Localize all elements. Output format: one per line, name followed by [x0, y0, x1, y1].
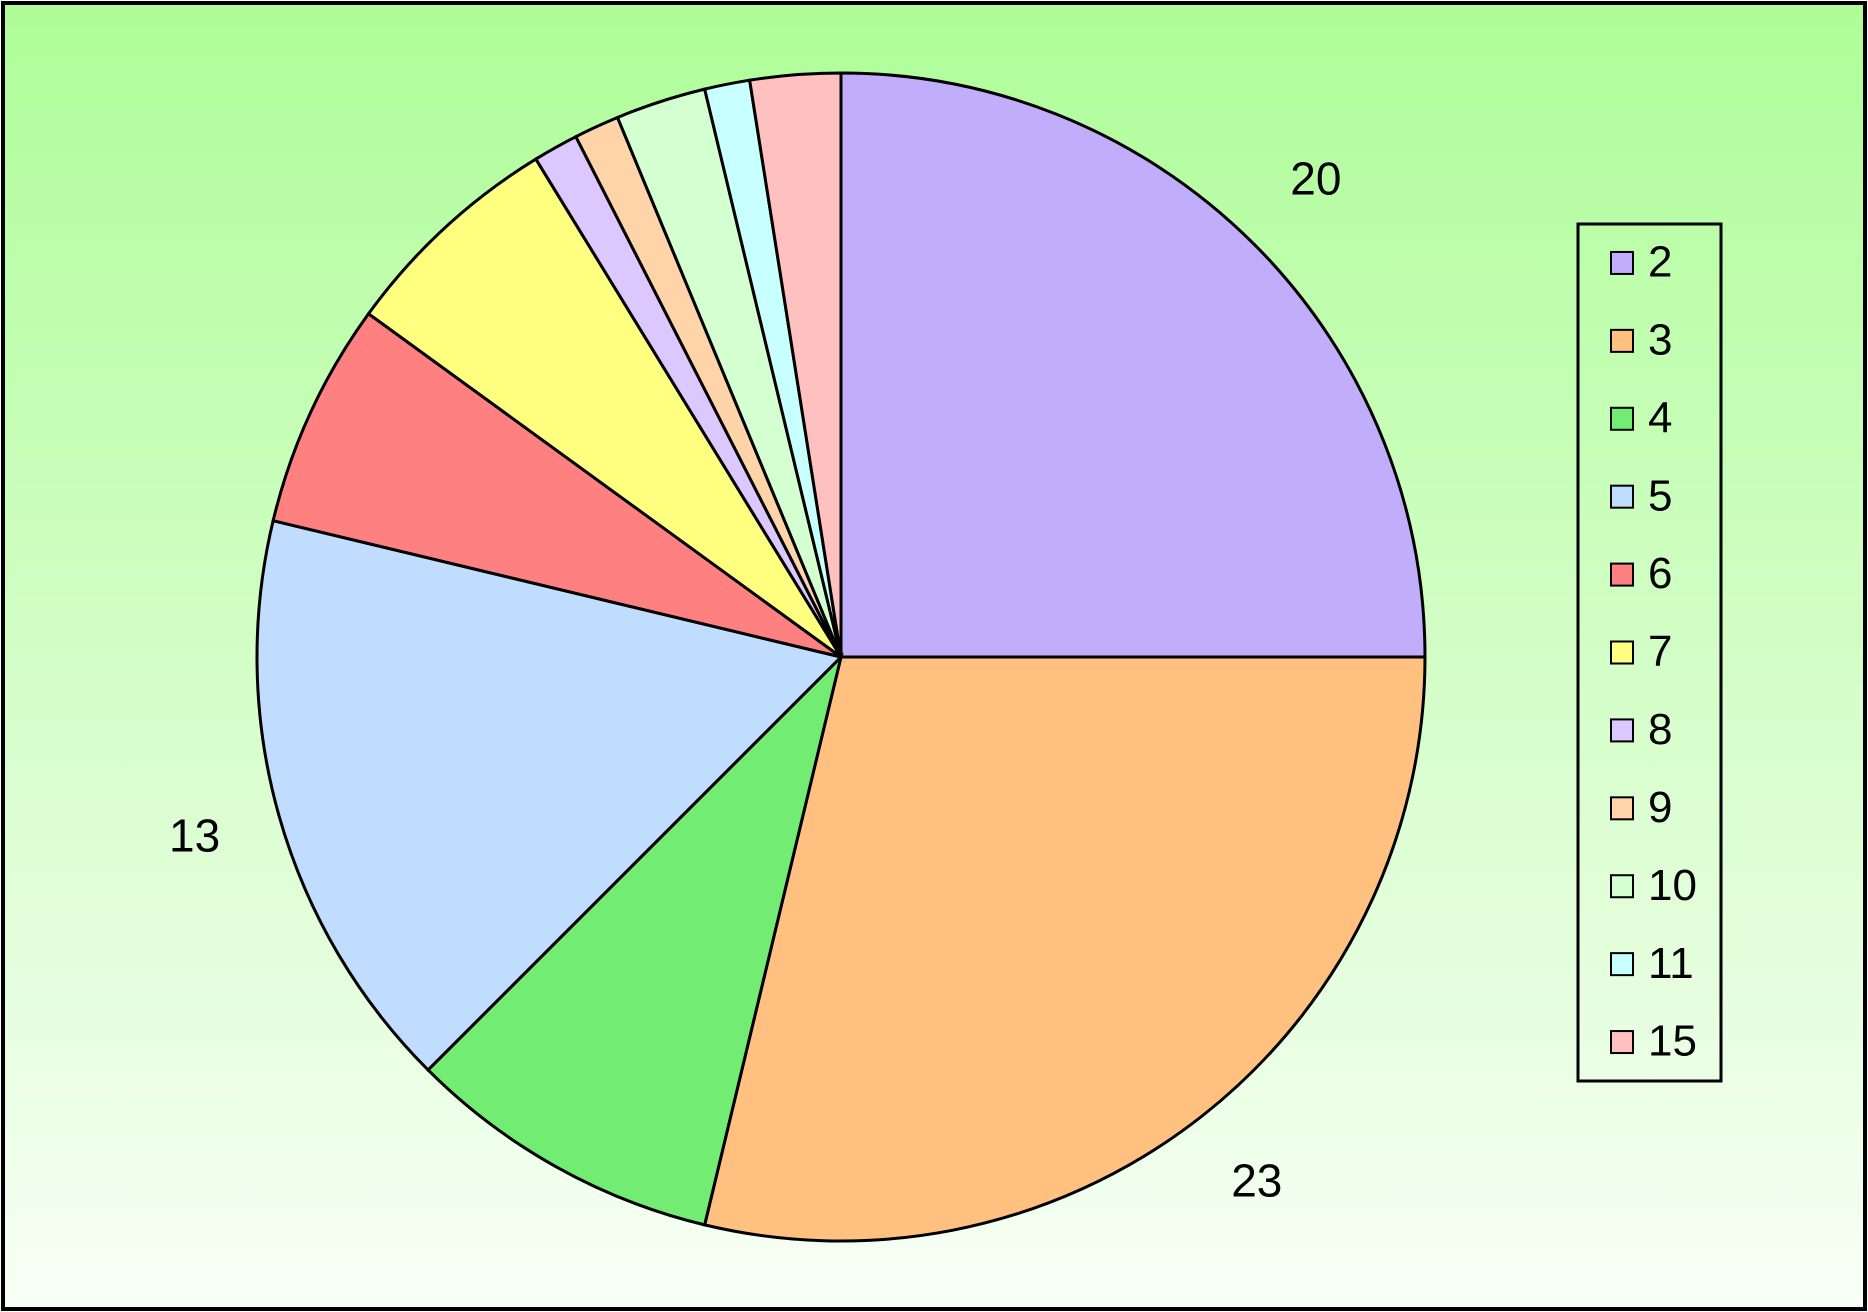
pie-slice	[747, 71, 843, 658]
pie-slice	[425, 652, 844, 1227]
legend-label: 6	[1648, 549, 1672, 598]
legend-label: 8	[1648, 705, 1672, 754]
legend-label: 15	[1648, 1017, 1697, 1066]
pie-slice	[366, 156, 843, 659]
pie-slice	[271, 311, 842, 659]
legend-swatch	[1610, 718, 1634, 743]
legend-swatch	[1610, 1030, 1634, 1055]
legend-label: 7	[1648, 627, 1672, 676]
legend-label: 3	[1648, 315, 1672, 364]
legend-swatch	[1610, 484, 1634, 509]
legend-label: 5	[1648, 471, 1672, 520]
legend-swatch	[1610, 328, 1634, 353]
legend-swatch	[1610, 952, 1634, 977]
legend-box	[1576, 222, 1723, 1083]
pie-slice	[839, 71, 1427, 659]
legend: 2 3 4 5 6 7 8 9 10 11 15	[1610, 238, 1697, 1066]
data-label: 13	[169, 809, 220, 861]
pie-slice	[255, 518, 844, 1073]
pie: 20 23 13	[169, 71, 1427, 1243]
legend-label: 2	[1648, 238, 1672, 287]
legend-label: 11	[1648, 939, 1694, 988]
legend-swatch	[1610, 562, 1634, 587]
pie-slice	[702, 655, 1427, 1243]
legend-swatch	[1610, 874, 1634, 899]
data-label: 20	[1290, 152, 1341, 204]
legend-swatch	[1610, 406, 1634, 431]
legend-swatch	[1610, 796, 1634, 821]
legend-swatch	[1610, 250, 1634, 275]
legend-label: 9	[1648, 783, 1672, 832]
legend-label: 4	[1648, 393, 1672, 442]
legend-label: 10	[1648, 861, 1697, 910]
legend-swatch	[1610, 640, 1634, 665]
data-label: 23	[1231, 1155, 1282, 1207]
